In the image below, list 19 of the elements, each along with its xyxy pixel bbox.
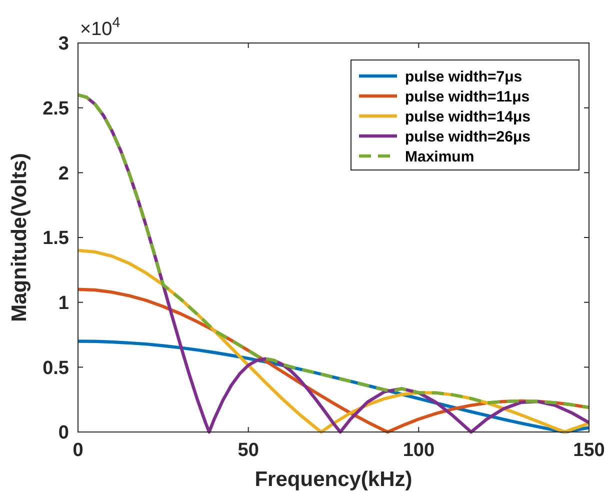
legend-label: pulse width=11μs <box>405 88 530 106</box>
x-axis-title: Frequency(kHz) <box>254 468 412 491</box>
legend-label: pulse width=7μs <box>405 68 522 86</box>
legend-label: pulse width=26μs <box>405 128 530 146</box>
y-tick-label: 3 <box>58 34 69 55</box>
y-tick-label: 2 <box>58 163 69 184</box>
legend-label: pulse width=14μs <box>405 108 530 126</box>
y-tick-label: 2.5 <box>42 98 70 120</box>
legend-label: Maximum <box>405 148 474 166</box>
text: ×10$^{4}$ <box>80 15 120 40</box>
x-tick-label: 0 <box>72 440 84 461</box>
y-tick-label: 1 <box>58 292 70 314</box>
y-tick-label: 0 <box>58 422 69 444</box>
x-tick-label: 100 <box>402 440 435 461</box>
x-tick-label: 50 <box>238 440 259 461</box>
x-tick-label: 150 <box>573 440 605 461</box>
y-tick-label: 0.5 <box>42 358 70 379</box>
y-tick-label: 1.5 <box>42 228 70 250</box>
y-axis-title: Magnitude(Volts) <box>8 153 31 322</box>
